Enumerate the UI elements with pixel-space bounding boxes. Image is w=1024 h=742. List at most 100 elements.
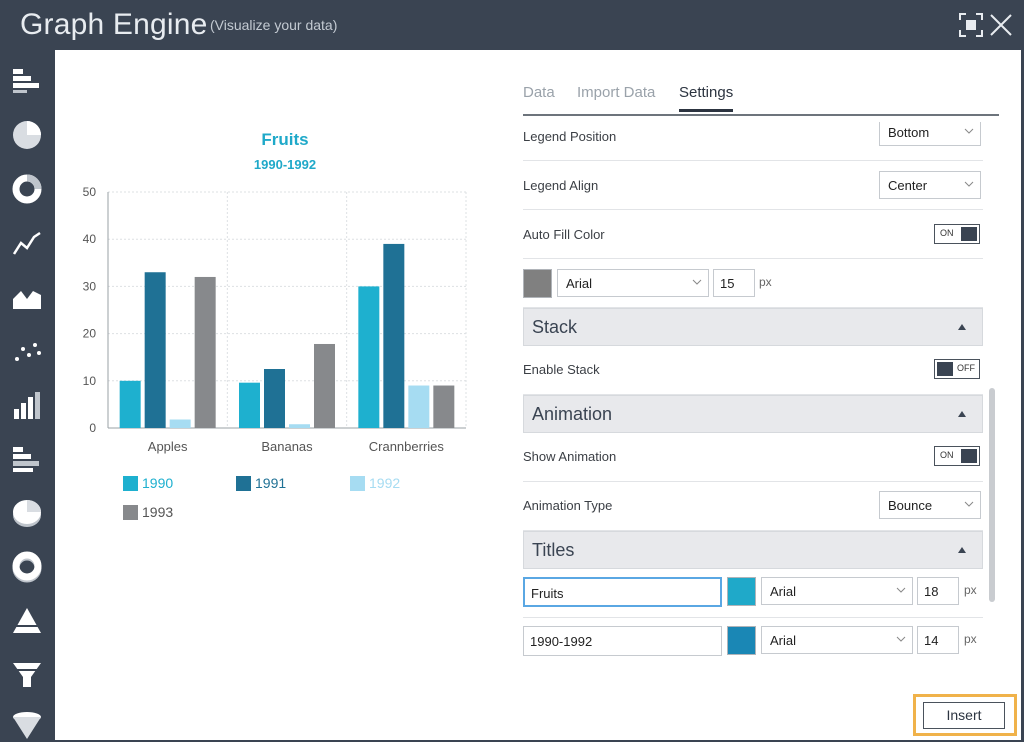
column-chart-icon[interactable] <box>8 386 46 424</box>
cone-chart-icon[interactable] <box>8 706 46 742</box>
horizontal-bar-chart-icon[interactable] <box>8 62 46 100</box>
title-font-size-input[interactable]: 18 <box>917 577 959 605</box>
title-font-value: Arial <box>770 584 797 599</box>
legend-swatch <box>236 475 251 491</box>
bar <box>119 380 141 428</box>
legend-color-swatch[interactable] <box>523 269 552 298</box>
x-tick-label: Bananas <box>261 439 313 454</box>
collapse-caret-icon <box>958 547 966 553</box>
legend-align-select[interactable]: Center <box>879 171 981 199</box>
legend-item[interactable]: 1993 <box>123 504 173 520</box>
tab-import-data[interactable]: Import Data <box>577 84 656 101</box>
y-tick-label: 50 <box>83 185 97 199</box>
toggle-state: ON <box>940 228 954 238</box>
stack-section-header[interactable]: Stack <box>523 308 983 346</box>
subtitle-text-input[interactable]: 1990-1992 <box>523 626 722 656</box>
bar <box>314 343 335 428</box>
animation-section-header[interactable]: Animation <box>523 395 983 433</box>
stack-section-title: Stack <box>532 317 578 337</box>
auto-fill-toggle[interactable]: ON <box>934 224 980 244</box>
title-text-input[interactable]: Fruits <box>523 577 722 607</box>
donut-chart-icon[interactable] <box>8 170 46 208</box>
show-animation-label: Show Animation <box>523 449 617 464</box>
tab-settings[interactable]: Settings <box>679 84 734 112</box>
animation-type-value: Bounce <box>888 498 933 513</box>
legend-font-select[interactable]: Arial <box>557 269 709 297</box>
show-animation-toggle[interactable]: ON <box>934 446 980 466</box>
toggle-knob <box>961 227 977 241</box>
toggle-state: OFF <box>957 363 975 373</box>
enable-stack-toggle[interactable]: OFF <box>934 359 980 379</box>
insert-button-highlight: Insert <box>913 694 1017 736</box>
legend-font-size-input[interactable]: 15 <box>713 269 755 297</box>
toggle-knob <box>937 362 953 376</box>
legend-item[interactable]: 1992 <box>350 475 400 491</box>
pie-chart-icon[interactable] <box>8 116 46 154</box>
y-tick-label: 30 <box>83 279 97 293</box>
bar <box>169 419 191 428</box>
main-panel: Fruits 1990-1992 0 10 20 30 40 50 Apples Banana… <box>55 50 1021 740</box>
settings-panel: Legend Position Bottom Legend Align Cent… <box>523 122 983 672</box>
legend-swatch <box>123 475 138 491</box>
title-font-select[interactable]: Arial <box>761 577 913 605</box>
animation-type-select[interactable]: Bounce <box>879 491 981 519</box>
close-icon[interactable] <box>988 12 1014 38</box>
x-tick-label: Apples <box>148 439 188 454</box>
bar-chart: 0 10 20 30 40 50 Apples Bananas Crannberries <box>83 185 467 454</box>
bar <box>358 286 380 428</box>
fit-screen-icon[interactable] <box>958 12 984 38</box>
y-tick-label: 40 <box>83 232 97 246</box>
legend-align-label: Legend Align <box>523 178 599 193</box>
app-subtitle: (Visualize your data) <box>210 17 338 33</box>
scatter-chart-icon[interactable] <box>8 332 46 370</box>
subtitle-font-select[interactable]: Arial <box>761 626 913 654</box>
stacked-bar-chart-icon[interactable] <box>8 440 46 478</box>
donut-chart-3d-icon[interactable] <box>8 548 46 586</box>
legend-item[interactable]: 1991 <box>236 475 286 491</box>
legend-font-row: Arial 15 px <box>523 259 983 308</box>
chevron-down-icon <box>692 279 702 285</box>
line-chart-icon[interactable] <box>8 224 46 262</box>
legend-position-select[interactable]: Bottom <box>879 122 981 146</box>
legend-item[interactable]: 1990 <box>123 475 173 491</box>
legend-label: 1993 <box>142 504 174 520</box>
enable-stack-row: Enable Stack OFF <box>523 346 983 395</box>
y-tick-label: 0 <box>89 421 96 435</box>
chart-title: Fruits <box>261 130 309 149</box>
funnel-chart-icon[interactable] <box>8 656 46 694</box>
legend-label: 1990 <box>142 475 174 491</box>
bar <box>194 276 216 428</box>
titles-section-title: Titles <box>532 540 575 560</box>
subtitle-font-value: Arial <box>770 633 797 648</box>
legend-swatch <box>123 504 138 520</box>
title-color-swatch[interactable] <box>727 577 756 606</box>
subtitle-color-swatch[interactable] <box>727 626 756 655</box>
chevron-down-icon <box>896 587 906 593</box>
subtitle-font-size-input[interactable]: 14 <box>917 626 959 654</box>
chart-subtitle: 1990-1992 <box>253 157 317 172</box>
bar <box>264 369 285 428</box>
titles-section-header[interactable]: Titles <box>523 531 983 569</box>
insert-button[interactable]: Insert <box>923 702 1005 729</box>
legend-position-label: Legend Position <box>523 129 617 144</box>
tab-data[interactable]: Data <box>523 84 555 101</box>
chevron-down-icon <box>964 181 974 187</box>
legend-align-value: Center <box>888 178 928 193</box>
px-unit-label: px <box>964 583 977 597</box>
pyramid-chart-icon[interactable] <box>8 602 46 640</box>
subtitle-row: 1990-1992 Arial 14 px <box>523 618 983 667</box>
toggle-state: ON <box>940 450 954 460</box>
pie-chart-3d-icon[interactable] <box>8 494 46 532</box>
show-animation-row: Show Animation ON <box>523 433 983 482</box>
area-chart-icon[interactable] <box>8 278 46 316</box>
app-header: Graph Engine (Visualize your data) <box>0 0 1024 50</box>
bar <box>289 424 310 428</box>
animation-type-row: Animation Type Bounce <box>523 482 983 531</box>
px-unit-label: px <box>964 632 977 646</box>
y-tick-label: 10 <box>83 374 97 388</box>
legend-align-row: Legend Align Center <box>523 161 983 210</box>
legend-position-row: Legend Position Bottom <box>523 122 983 161</box>
bar <box>239 382 260 428</box>
settings-scrollbar[interactable] <box>989 388 995 602</box>
legend-label: 1991 <box>255 475 287 491</box>
